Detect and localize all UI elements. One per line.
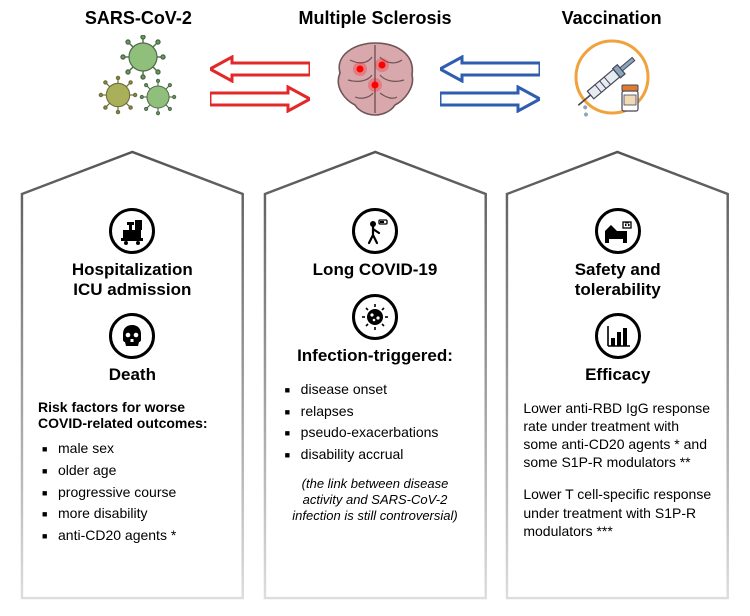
- list-item: pseudo-exacerbations: [285, 422, 470, 444]
- list-item: male sex: [42, 438, 227, 460]
- list-item: anti-CD20 agents *: [42, 525, 227, 547]
- risk-label: Risk factors for worse COVID-related out…: [38, 399, 227, 433]
- col-sars: Hospitalization ICU admission Death Risk…: [20, 150, 245, 600]
- arrows-right: [440, 55, 540, 113]
- col2-sec1-title: Long COVID-19: [281, 260, 470, 280]
- col3-sec2-title: Efficacy: [523, 365, 712, 385]
- brain-graphic: [320, 35, 430, 120]
- death-icon: [109, 313, 155, 359]
- col3-sec1-title: Safety and tolerability: [523, 260, 712, 299]
- infection-icon: [352, 294, 398, 340]
- col1-sec2-title: Death: [38, 365, 227, 385]
- top-ms-title: Multiple Sclerosis: [298, 8, 451, 29]
- top-row: SARS-CoV-2: [0, 0, 750, 150]
- col-vacc: Safety and tolerability Efficacy Lower a…: [505, 150, 730, 600]
- hospital-icon: [109, 208, 155, 254]
- infection-list: disease onset relapses pseudo-exacerbati…: [281, 379, 470, 466]
- efficacy-icon: [595, 313, 641, 359]
- arrow-right-blue: [440, 85, 540, 113]
- top-sars-title: SARS-CoV-2: [85, 8, 192, 29]
- efficacy-para2: Lower T cell-specific response under tre…: [523, 485, 712, 540]
- arrow-left-blue: [440, 55, 540, 83]
- list-item: older age: [42, 460, 227, 482]
- virus-graphic: [88, 35, 188, 120]
- vaccine-graphic: [562, 35, 662, 120]
- top-sars: SARS-CoV-2: [38, 8, 238, 120]
- safety-icon: [595, 208, 641, 254]
- list-item: relapses: [285, 401, 470, 423]
- arrow-right-red: [210, 85, 310, 113]
- columns: Hospitalization ICU admission Death Risk…: [0, 150, 750, 600]
- arrow-left-red: [210, 55, 310, 83]
- list-item: more disability: [42, 503, 227, 525]
- efficacy-para1: Lower anti-RBD IgG response rate under t…: [523, 399, 712, 472]
- arrows-left: [210, 55, 310, 113]
- list-item: disease onset: [285, 379, 470, 401]
- col2-sec2-title: Infection-triggered:: [281, 346, 470, 366]
- controversy-note: (the link between disease activity and S…: [281, 476, 470, 525]
- longcovid-icon: [352, 208, 398, 254]
- list-item: progressive course: [42, 482, 227, 504]
- list-item: disability accrual: [285, 444, 470, 466]
- risk-list: male sex older age progressive course mo…: [38, 438, 227, 546]
- top-vacc: Vaccination: [512, 8, 712, 120]
- col-ms: Long COVID-19 Infection-triggered: disea…: [263, 150, 488, 600]
- top-vacc-title: Vaccination: [562, 8, 662, 29]
- col1-sec1-title: Hospitalization ICU admission: [38, 260, 227, 299]
